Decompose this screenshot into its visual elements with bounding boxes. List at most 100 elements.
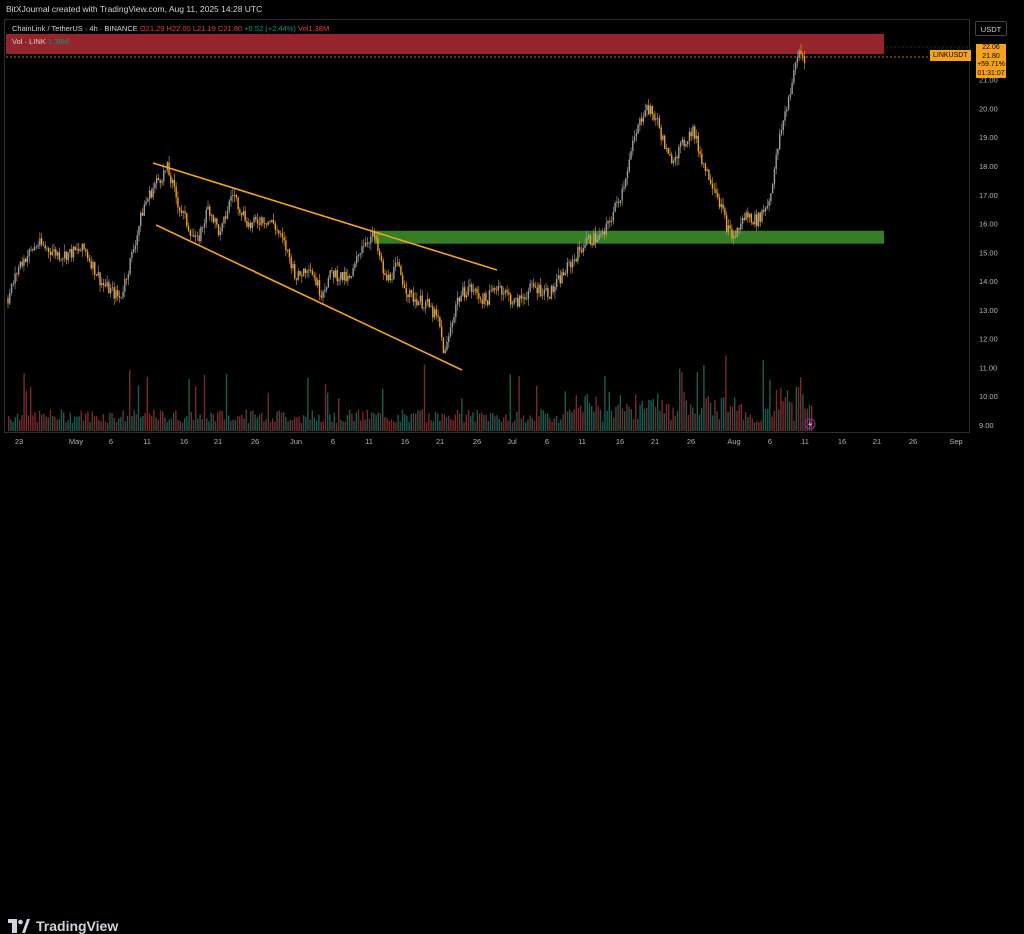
candle-body [648,105,650,115]
candle-body [548,297,551,299]
volume-bar [496,415,498,431]
y-tick-label: 16.00 [979,220,998,229]
candle-body [290,257,292,269]
candle-body [92,261,94,269]
volume-bar [687,414,690,431]
volume-bar [340,419,342,431]
volume-bar [672,407,674,431]
volume-bar [439,420,441,431]
volume-bar [661,399,663,431]
volume-bar [56,419,58,431]
volume-bar [47,417,49,431]
candle-body [580,250,583,253]
volume-bar [648,399,650,431]
volume-bar [386,417,388,431]
candle-body [180,210,183,213]
x-tick-label: 6 [768,437,772,446]
volume-bar [91,411,93,431]
x-tick-label: 26 [251,437,259,446]
volume-bar [681,372,683,431]
candle-body [19,261,22,268]
candle-body [655,118,657,120]
volume-bar [67,419,69,431]
volume-bar [665,404,668,431]
volume-bar [122,410,124,431]
tradingview-logo[interactable]: TradingView [8,918,118,934]
x-tick-label: 6 [545,437,549,446]
volume-bar [104,421,107,431]
candle-body [249,222,252,228]
candle-body [532,283,535,287]
candle-body [598,234,600,240]
candle-body [363,246,365,247]
candle-body [702,163,705,164]
candle-body [178,207,181,211]
candle-body [194,235,197,238]
candle-body [671,155,673,164]
candle-body [488,290,491,305]
candle-body [692,126,694,137]
volume-bar [329,414,331,431]
volume-bar [353,421,355,431]
volume-bar [626,403,628,431]
volume-bar [287,421,289,431]
volume-bars [8,355,813,431]
candle-body [660,127,662,140]
candle-body [324,289,326,292]
volume-bar [177,419,179,431]
candle-body [63,251,66,259]
y-tick-label: 17.00 [979,191,998,200]
volume-bar [298,416,300,431]
candle-body [449,327,452,337]
candle-body [168,162,170,176]
symbol-name[interactable]: ChainLink / TetherUS · 4h · BINANCE [12,24,138,33]
candle-body [88,258,91,262]
candle-body [752,222,754,225]
candle-body [301,275,303,277]
candle-body [357,254,360,257]
candle-body [656,117,659,119]
candle-body [39,238,41,246]
volume-bar [637,418,639,431]
candle-body [147,198,149,202]
candle-body [129,258,131,275]
candle-body [373,231,376,237]
volume-bar [371,412,373,431]
candle-body [131,251,133,259]
candle-body [651,105,653,114]
volume-bar [489,413,492,431]
candle-body [198,235,200,242]
volume-bar [448,415,450,431]
candle-body [14,273,16,284]
volume-bar [230,420,232,431]
candle-body [150,190,153,198]
volume-bar [131,416,133,431]
volume-bar [357,409,360,431]
volume-bar [760,420,762,431]
top-bar: BitXJournal created with TradingView.com… [0,0,1024,20]
volume-bar [670,420,672,431]
volume-bar [322,421,324,431]
volume-bar [723,397,725,431]
candle-body [782,120,784,131]
candle-body [331,270,333,271]
volume-bar [256,417,258,431]
candle-body [463,287,466,298]
candle-body [253,217,255,223]
x-tick-label: 21 [873,437,881,446]
volume-bar [628,406,630,431]
volume-legend: Vol · LINK 1.38M [12,37,69,46]
volume-bar [250,411,252,431]
candle-body [214,218,216,223]
y-tick-label: 13.00 [979,306,998,315]
candle-body [734,236,737,237]
volume-bar [769,379,771,431]
volume-bar [685,400,687,431]
candle-body [789,94,792,97]
candle-body [60,259,62,261]
volume-bar [533,421,536,431]
candle-body [472,290,475,292]
volume-bar [63,412,65,431]
candle-body [681,139,684,143]
currency-button[interactable]: USDT [975,21,1007,36]
